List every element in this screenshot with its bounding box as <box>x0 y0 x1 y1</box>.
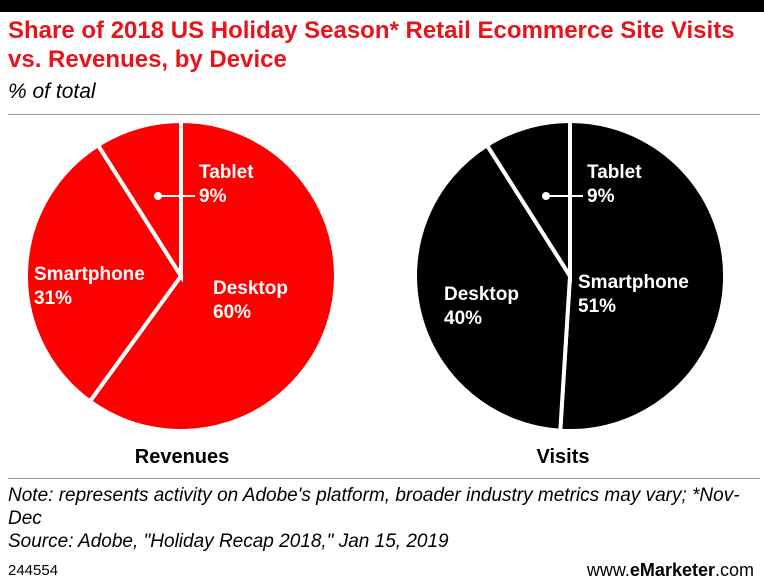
brand-prefix: www. <box>586 560 630 580</box>
note-text: Note: represents activity on Adobe's pla… <box>8 485 740 529</box>
slice-value-tablet: 9% <box>587 186 615 207</box>
slice-name-tablet: Tablet <box>199 162 254 183</box>
chart-id: 244554 <box>8 562 59 579</box>
slice-label-smartphone: Smartphone 31% <box>34 264 145 309</box>
pie-slice-tablet <box>95 120 183 283</box>
pie-revenues: Desktop 60% Smartphone 31% Tablet 9% <box>24 120 338 433</box>
slice-value-desktop: 60% <box>213 302 251 323</box>
slice-label-smartphone: Smartphone 51% <box>578 272 689 317</box>
pie-slice-smartphone <box>24 142 184 405</box>
brand-name: eMarketer <box>629 560 715 580</box>
slice-name-desktop: Desktop <box>444 284 519 305</box>
pie-slice-smartphone <box>558 120 727 433</box>
pie-caption-visits: Visits <box>536 446 590 468</box>
brand-credit: www.eMarketer.com <box>587 560 754 581</box>
pie-slice-tablet <box>484 120 572 283</box>
source-text: Source: Adobe, "Holiday Recap 2018," Jan… <box>8 531 449 552</box>
slice-value-desktop: 40% <box>444 308 482 329</box>
slice-label-tablet: Tablet 9% <box>587 162 642 207</box>
slice-name-smartphone: Smartphone <box>34 264 145 285</box>
pie-slice-desktop <box>87 120 338 433</box>
chart-title: Share of 2018 US Holiday Season* Retail … <box>8 17 735 73</box>
slice-value-smartphone: 31% <box>34 288 72 309</box>
pie-visits: Smartphone 51% Desktop 40% Tablet 9% <box>413 120 727 433</box>
pie-caption-revenues: Revenues <box>134 446 230 468</box>
brand-suffix: .com <box>714 560 754 580</box>
pie-charts: Desktop 60% Smartphone 31% Tablet 9% Smartpho… <box>24 120 727 433</box>
slice-label-desktop: Desktop 60% <box>213 278 288 323</box>
slice-value-tablet: 9% <box>199 186 227 207</box>
slice-name-desktop: Desktop <box>213 278 288 299</box>
leader-dot-tablet <box>542 192 550 200</box>
slice-name-tablet: Tablet <box>587 162 642 183</box>
slice-label-desktop: Desktop 40% <box>444 284 519 329</box>
slice-name-smartphone: Smartphone <box>578 272 689 293</box>
chart-subtitle: % of total <box>8 80 96 103</box>
leader-dot-tablet <box>154 192 162 200</box>
divider-bottom <box>8 478 760 479</box>
top-bar <box>0 0 764 12</box>
divider-top <box>8 114 760 115</box>
slice-label-tablet: Tablet 9% <box>199 162 254 207</box>
notes-block: Note: represents activity on Adobe's pla… <box>8 484 758 553</box>
slice-value-smartphone: 51% <box>578 296 616 317</box>
